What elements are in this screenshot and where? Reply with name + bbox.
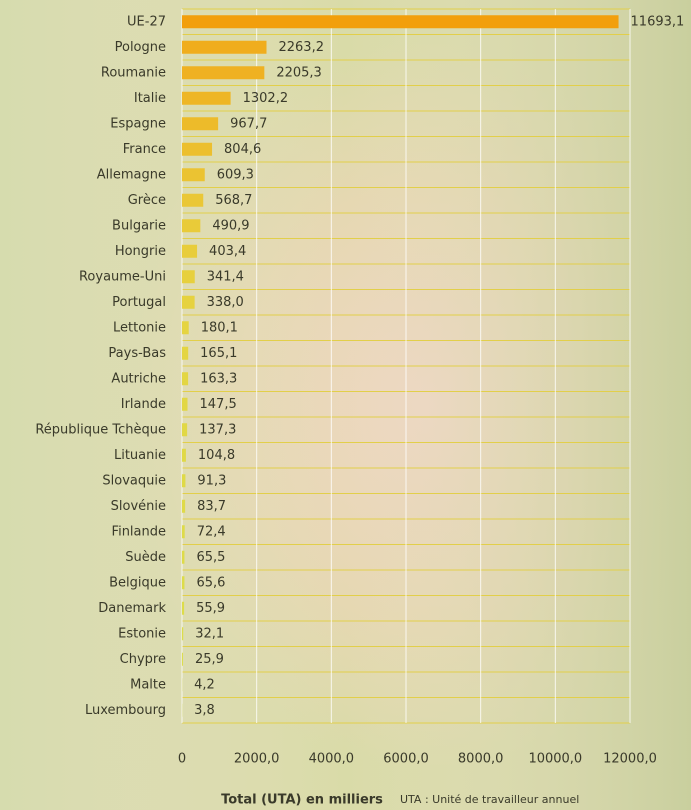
x-tick-label: 10000,0 [528,752,582,767]
value-label: 2263,2 [278,40,324,55]
y-tick-label: Belgique [109,575,166,590]
value-label: 490,9 [212,218,249,233]
bar [182,423,188,437]
value-label: 804,6 [224,142,261,157]
x-tick-label: 12000,0 [603,752,657,767]
y-tick-label: Malte [130,677,166,692]
y-tick-label: Irlande [121,397,166,412]
y-tick-label: Chypre [120,652,166,667]
x-axis-title: Total (UTA) en milliers [221,793,383,808]
y-tick-label: Pologne [115,40,166,55]
y-tick-label: Slovénie [111,499,166,514]
bar [182,397,188,411]
value-label: 65,5 [196,550,225,565]
value-label: 2205,3 [276,65,322,80]
y-tick-label: Portugal [112,295,166,310]
bar [182,295,195,309]
y-tick-label: France [123,142,166,157]
bar [182,474,186,488]
bar [182,372,189,386]
value-label: 609,3 [217,167,254,182]
value-label: 1302,2 [243,91,289,106]
value-label: 83,7 [197,499,226,514]
value-label: 568,7 [215,193,252,208]
value-label: 147,5 [200,397,237,412]
y-tick-label: Espagne [110,116,166,131]
bar [182,66,265,80]
bar [182,142,213,156]
bar [182,652,183,666]
bar [182,499,186,513]
bar [182,601,185,615]
bar [182,193,204,207]
bar [182,448,186,462]
bar [182,40,267,54]
y-tick-label: Lituanie [114,448,166,463]
x-tick-label: 2000,0 [234,752,280,767]
bar [182,91,231,105]
y-tick-label: Autriche [111,371,166,386]
value-label: 165,1 [200,346,237,361]
y-tick-label: Bulgarie [112,218,166,233]
value-label: 4,2 [194,677,215,692]
y-tick-label: Allemagne [97,167,166,182]
value-label: 25,9 [195,652,224,667]
y-tick-label: Lettonie [113,320,166,335]
y-tick-label: Hongrie [115,244,166,259]
value-label: 32,1 [195,626,224,641]
y-tick-label: Roumanie [101,65,166,80]
value-label: 11693,1 [631,14,685,29]
y-tick-label: Danemark [98,601,166,616]
x-tick-label: 6000,0 [383,752,429,767]
value-label: 104,8 [198,448,235,463]
y-tick-label: Slovaquie [102,473,166,488]
y-tick-label: Pays-Bas [108,346,166,361]
note: UTA : Unité de travailleur annuel [400,793,579,806]
bar [182,244,198,258]
value-label: 91,3 [197,473,226,488]
y-tick-label: Finlande [112,524,166,539]
bar [182,550,185,564]
y-tick-label: Suède [125,550,166,565]
value-label: 403,4 [209,244,246,259]
bar [182,15,619,29]
value-label: 72,4 [197,524,226,539]
value-label: 967,7 [230,116,267,131]
value-label: 341,4 [207,269,244,284]
bar [182,168,205,182]
y-tick-label: Luxembourg [85,703,166,718]
bar [182,525,185,539]
bar [182,346,189,360]
bar [182,576,185,590]
y-tick-label: Grèce [128,193,166,208]
value-label: 180,1 [201,320,238,335]
value-label: 137,3 [199,422,236,437]
x-tick-label: 0 [178,752,186,767]
y-tick-label: Royaume-Uni [79,269,166,284]
value-label: 3,8 [194,703,215,718]
y-tick-label: Italie [134,91,166,106]
y-tick-label: République Tchèque [35,422,166,437]
x-tick-label: 8000,0 [458,752,504,767]
value-label: 65,6 [196,575,225,590]
bar [182,270,195,284]
y-tick-label: Estonie [118,626,166,641]
value-label: 163,3 [200,371,237,386]
bar [182,627,184,641]
value-label: 55,9 [196,601,225,616]
bar [182,117,219,131]
bar [182,219,201,233]
y-tick-label: UE-27 [127,14,166,29]
bar [182,321,189,335]
value-label: 338,0 [207,295,244,310]
x-tick-label: 4000,0 [309,752,355,767]
